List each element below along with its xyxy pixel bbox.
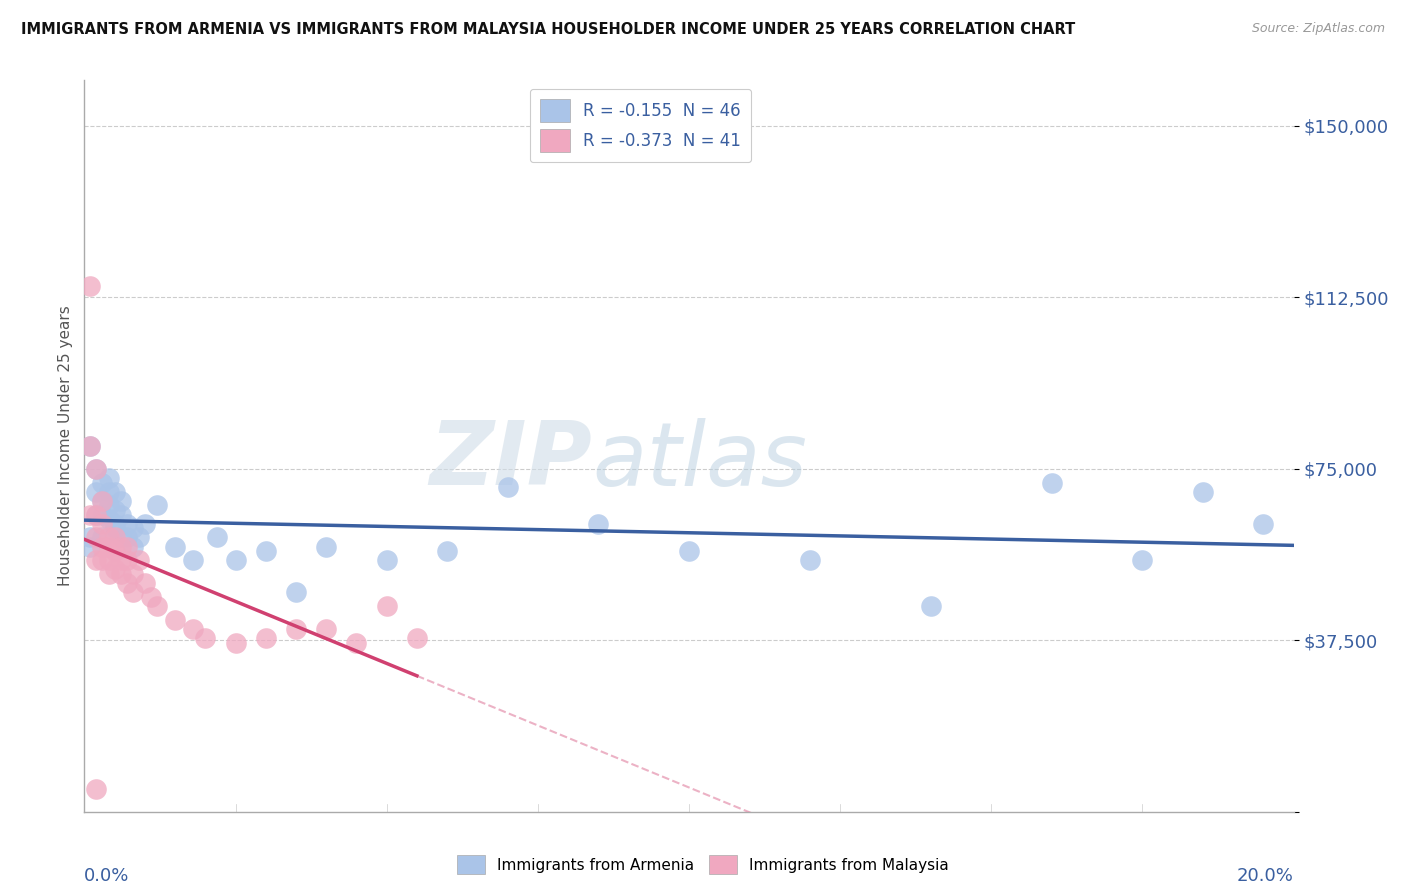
Point — [139, 590, 162, 604]
Point — [104, 544, 127, 558]
Point — [436, 544, 458, 558]
Point — [285, 585, 308, 599]
Point — [315, 540, 337, 554]
Point — [254, 631, 277, 645]
Legend: Immigrants from Armenia, Immigrants from Malaysia: Immigrants from Armenia, Immigrants from… — [451, 849, 955, 880]
Point — [79, 530, 101, 544]
Point — [86, 781, 108, 796]
Point — [91, 540, 114, 554]
Point — [110, 530, 132, 544]
Point — [115, 530, 138, 544]
Point — [115, 540, 138, 554]
Point — [375, 599, 398, 613]
Point — [375, 553, 398, 567]
Point — [285, 622, 308, 636]
Text: Source: ZipAtlas.com: Source: ZipAtlas.com — [1251, 22, 1385, 36]
Point — [110, 540, 132, 554]
Point — [97, 512, 120, 526]
Point — [165, 540, 187, 554]
Point — [128, 530, 150, 544]
Point — [134, 516, 156, 531]
Point — [146, 499, 169, 513]
Point — [110, 493, 132, 508]
Point — [97, 530, 120, 544]
Point — [588, 516, 610, 531]
Point — [104, 530, 127, 544]
Text: 0.0%: 0.0% — [84, 867, 129, 885]
Point — [91, 530, 114, 544]
Y-axis label: Householder Income Under 25 years: Householder Income Under 25 years — [58, 306, 73, 586]
Point — [346, 635, 368, 649]
Point — [104, 484, 127, 499]
Point — [225, 553, 247, 567]
Point — [86, 462, 108, 476]
Point — [115, 553, 138, 567]
Point — [1130, 553, 1153, 567]
Point — [79, 439, 101, 453]
Point — [97, 553, 120, 567]
Point — [86, 484, 108, 499]
Point — [128, 553, 150, 567]
Point — [104, 503, 127, 517]
Point — [104, 516, 127, 531]
Point — [79, 279, 101, 293]
Point — [496, 480, 519, 494]
Text: atlas: atlas — [592, 417, 807, 504]
Point — [678, 544, 700, 558]
Point — [97, 471, 120, 485]
Point — [165, 613, 187, 627]
Point — [1192, 484, 1215, 499]
Point — [920, 599, 942, 613]
Point — [79, 439, 101, 453]
Point — [194, 631, 217, 645]
Point — [86, 462, 108, 476]
Point — [86, 530, 108, 544]
Point — [1040, 475, 1063, 490]
Point — [110, 567, 132, 582]
Point — [97, 540, 120, 554]
Point — [121, 540, 143, 554]
Point — [146, 599, 169, 613]
Point — [91, 493, 114, 508]
Point — [97, 484, 120, 499]
Point — [86, 508, 108, 522]
Point — [91, 475, 114, 490]
Point — [104, 562, 127, 576]
Point — [181, 622, 204, 636]
Point — [406, 631, 429, 645]
Point — [110, 553, 132, 567]
Point — [91, 516, 114, 531]
Point — [79, 508, 101, 522]
Point — [225, 635, 247, 649]
Point — [1253, 516, 1275, 531]
Point — [91, 493, 114, 508]
Point — [97, 567, 120, 582]
Point — [121, 585, 143, 599]
Legend: R = -0.155  N = 46, R = -0.373  N = 41: R = -0.155 N = 46, R = -0.373 N = 41 — [530, 88, 751, 162]
Point — [121, 521, 143, 535]
Point — [207, 530, 229, 544]
Point — [104, 521, 127, 535]
Point — [315, 622, 337, 636]
Point — [97, 499, 120, 513]
Point — [181, 553, 204, 567]
Text: IMMIGRANTS FROM ARMENIA VS IMMIGRANTS FROM MALAYSIA HOUSEHOLDER INCOME UNDER 25 : IMMIGRANTS FROM ARMENIA VS IMMIGRANTS FR… — [21, 22, 1076, 37]
Point — [121, 567, 143, 582]
Point — [115, 576, 138, 591]
Point — [115, 516, 138, 531]
Point — [254, 544, 277, 558]
Point — [86, 508, 108, 522]
Point — [79, 540, 101, 554]
Point — [110, 508, 132, 522]
Point — [799, 553, 821, 567]
Point — [91, 553, 114, 567]
Point — [86, 553, 108, 567]
Point — [91, 508, 114, 522]
Point — [134, 576, 156, 591]
Text: ZIP: ZIP — [429, 417, 592, 504]
Text: 20.0%: 20.0% — [1237, 867, 1294, 885]
